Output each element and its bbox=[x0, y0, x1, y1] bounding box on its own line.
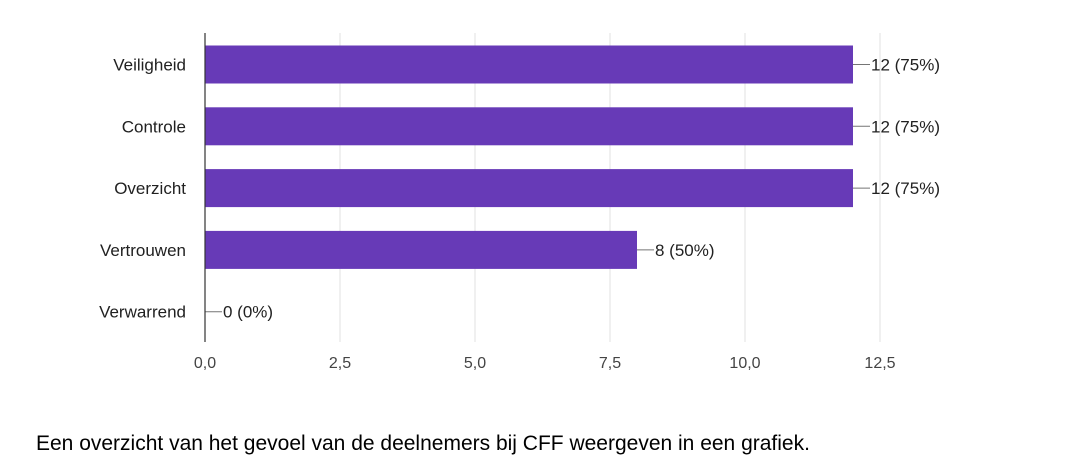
category-label: Controle bbox=[122, 117, 186, 136]
category-label: Veiligheid bbox=[113, 56, 186, 75]
data-label: 0 (0%) bbox=[223, 303, 273, 322]
x-tick-label: 0,0 bbox=[194, 355, 216, 372]
bar bbox=[205, 45, 853, 84]
data-label: 12 (75%) bbox=[871, 56, 940, 75]
x-tick-label: 10,0 bbox=[729, 355, 760, 372]
category-label: Vertrouwen bbox=[100, 241, 186, 260]
data-label: 8 (50%) bbox=[655, 241, 715, 260]
x-tick-label: 2,5 bbox=[329, 355, 351, 372]
x-tick-label: 7,5 bbox=[599, 355, 621, 372]
x-tick-label: 5,0 bbox=[464, 355, 486, 372]
category-label: Verwarrend bbox=[99, 303, 186, 322]
bar bbox=[205, 169, 853, 208]
bar bbox=[205, 107, 853, 146]
x-tick-label: 12,5 bbox=[864, 355, 895, 372]
figure-caption: Een overzicht van het gevoel van de deel… bbox=[36, 432, 810, 455]
data-label: 12 (75%) bbox=[871, 117, 940, 136]
category-label: Overzicht bbox=[114, 179, 186, 198]
data-label: 12 (75%) bbox=[871, 179, 940, 198]
bar bbox=[205, 230, 637, 269]
